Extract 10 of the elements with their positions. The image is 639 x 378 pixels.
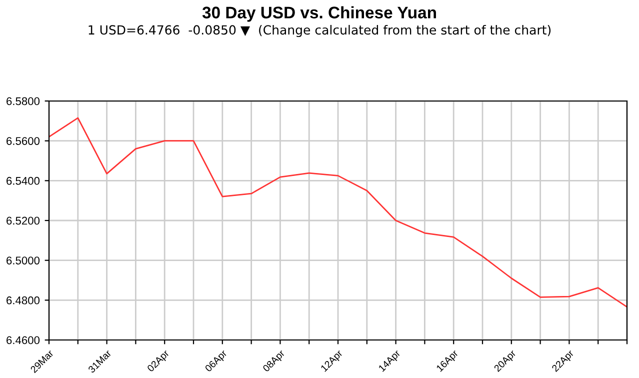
y-tick-label: 6.5600: [6, 137, 40, 145]
chart-subtitle: 1 USD=6.4766 -0.0850 ▼ (Change calculated from the start of the chart): [88, 24, 551, 38]
y-tick-label: 6.5200: [6, 216, 40, 225]
chart-title: 30 Day USD vs. Chinese Yuan: [202, 6, 436, 22]
y-tick-label: 6.4800: [6, 296, 40, 304]
y-tick-label: 6.5800: [6, 97, 40, 106]
y-tick-label: 6.5000: [6, 256, 40, 264]
y-tick-label: 6.4600: [6, 336, 40, 344]
line-series: [49, 117, 627, 308]
y-tick-label: 6.5400: [6, 176, 40, 185]
